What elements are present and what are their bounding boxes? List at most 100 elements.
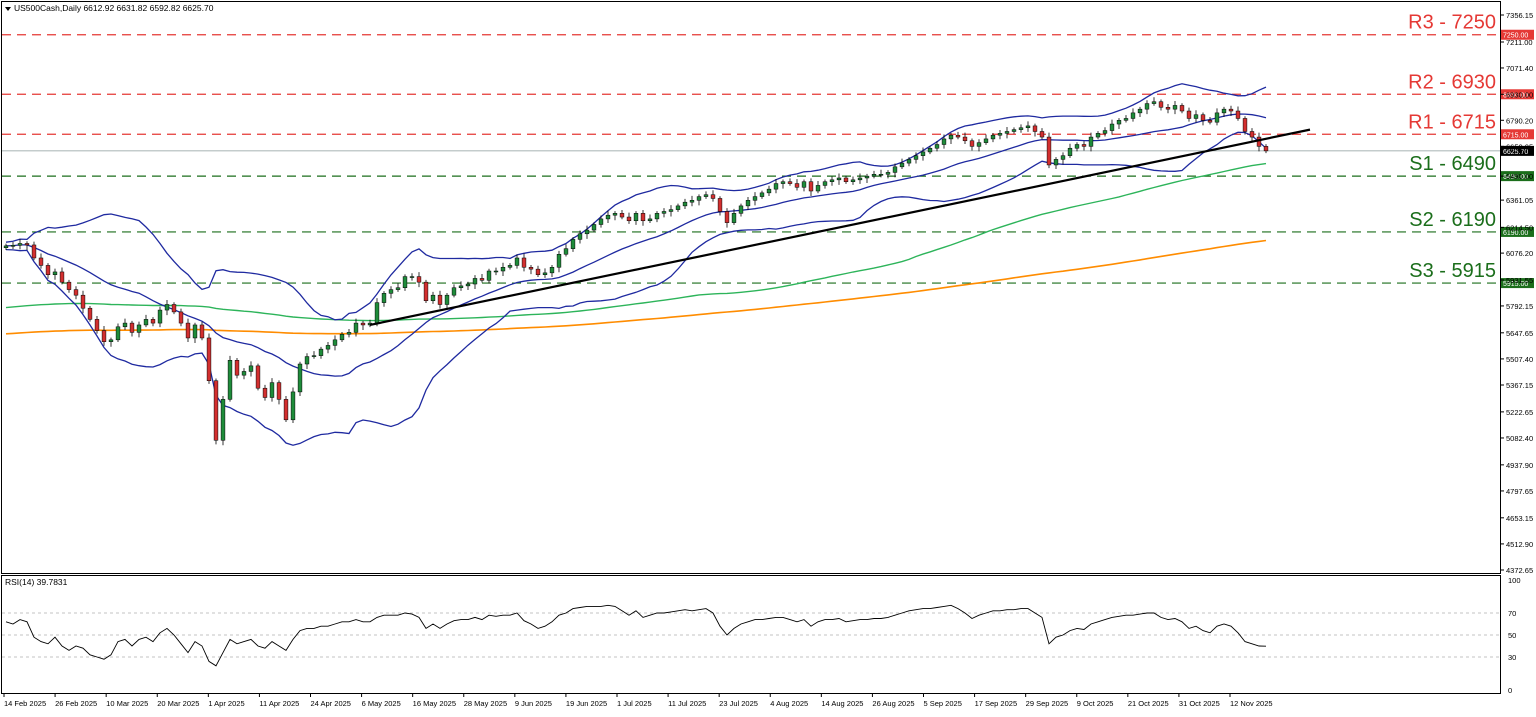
price-tick-label: 6076.20 (1506, 249, 1533, 258)
candle-up (192, 324, 198, 339)
time-tick-label: 20 Mar 2025 (157, 699, 199, 708)
candle-up (1088, 136, 1094, 147)
candle-down (1263, 146, 1269, 152)
candle-up (507, 265, 513, 268)
level-label: R1 - 6715 (1408, 111, 1496, 133)
candle-up (52, 271, 58, 275)
candle-up (395, 287, 401, 290)
candle-up (780, 181, 786, 184)
candle-down (1032, 125, 1038, 132)
candle-up (1018, 127, 1024, 130)
time-tick-label: 12 Nov 2025 (1230, 699, 1273, 708)
candle-down (255, 365, 261, 389)
candle-up (990, 134, 996, 140)
candle-down (1039, 131, 1045, 138)
candle-up (458, 285, 464, 288)
price-axis[interactable]: 7356.15 7211.00 7071.40 6930.00 6790.20 6650.… (1500, 11, 1533, 575)
candle-down (213, 380, 219, 441)
bollinger-upper (5, 83, 1267, 321)
candles-layer (3, 97, 1269, 446)
candle-up (514, 257, 520, 266)
level-price-tag (1501, 29, 1534, 40)
candle-up (388, 289, 394, 294)
candle-up (1067, 147, 1073, 156)
candle-up (269, 382, 275, 398)
candle-down (1179, 105, 1185, 112)
level-label: S2 - 6190 (1409, 209, 1496, 231)
candle-down (787, 181, 793, 184)
price-tick-label: 6930.00 (1506, 90, 1533, 99)
candle-down (94, 319, 100, 331)
time-tick-label: 14 Aug 2025 (821, 699, 863, 708)
candle-up (1123, 118, 1129, 121)
candle-down (150, 319, 156, 324)
candle-up (353, 322, 359, 333)
candle-up (892, 166, 898, 173)
candle-up (591, 224, 597, 231)
candle-up (325, 345, 331, 350)
rsi-pane-frame (1, 575, 1501, 694)
candle-down (437, 294, 443, 305)
candle-up (976, 142, 982, 147)
candle-up (227, 360, 233, 400)
candle-down (1249, 131, 1255, 138)
level-price-tag-text: 6930.00 (1503, 92, 1528, 99)
candle-up (164, 304, 170, 311)
bollinger-lower (5, 131, 1267, 446)
candle-down (535, 268, 541, 275)
level-label: R3 - 7250 (1408, 12, 1496, 34)
candle-down (528, 267, 534, 270)
time-axis[interactable]: 14 Feb 2025 26 Feb 2025 10 Mar 2025 20 Mar … (3, 693, 1273, 708)
candle-up (864, 175, 870, 179)
candle-up (920, 151, 926, 156)
time-tick-label: 5 Sep 2025 (924, 699, 962, 708)
candle-up (304, 356, 310, 365)
candle-down (185, 322, 191, 339)
candle-up (1130, 112, 1136, 119)
candle-down (262, 387, 268, 398)
candle-down (479, 278, 485, 281)
candle-up (633, 213, 639, 222)
candle-up (598, 218, 604, 225)
dropdown-icon[interactable] (5, 7, 11, 11)
candle-up (906, 159, 912, 164)
candle-down (619, 213, 625, 218)
candle-up (871, 174, 877, 177)
candle-up (1053, 159, 1059, 166)
candle-up (311, 355, 317, 357)
candle-down (360, 322, 366, 326)
candle-down (724, 211, 730, 223)
candle-up (1074, 144, 1080, 149)
time-tick-label: 16 May 2025 (413, 699, 456, 708)
price-tick-label: 5507.40 (1506, 355, 1533, 364)
time-tick-label: 19 Jun 2025 (566, 699, 607, 708)
candle-up (549, 267, 555, 274)
candle-down (1186, 110, 1192, 119)
price-tick-label: 7211.00 (1506, 38, 1533, 47)
candle-up (983, 138, 989, 143)
candle-up (332, 339, 338, 346)
candle-up (472, 278, 478, 285)
time-tick-label: 17 Sep 2025 (975, 699, 1018, 708)
current-price-tag-text: 6625.70 (1503, 149, 1528, 156)
candle-up (157, 309, 163, 324)
time-tick-label: 9 Oct 2025 (1077, 699, 1114, 708)
candle-up (577, 233, 583, 240)
levels-layer: R3 - 7250 7250.00 R2 - 6930 6930.00 R1 - 671… (2, 12, 1534, 289)
candle-down (59, 271, 65, 283)
candle-up (836, 177, 842, 181)
candle-down (1228, 108, 1234, 112)
candle-down (87, 307, 93, 320)
candle-up (17, 243, 23, 246)
candle-up (878, 174, 884, 176)
rsi-tick-label: 0 (1508, 686, 1512, 695)
candle-down (73, 289, 79, 296)
candle-up (402, 276, 408, 288)
candle-up (1214, 112, 1220, 123)
candle-up (248, 365, 254, 372)
candle-up (745, 200, 751, 207)
candle-up (696, 196, 702, 201)
candle-up (318, 348, 324, 356)
level-price-tag (1501, 171, 1534, 182)
candle-down (24, 243, 30, 246)
